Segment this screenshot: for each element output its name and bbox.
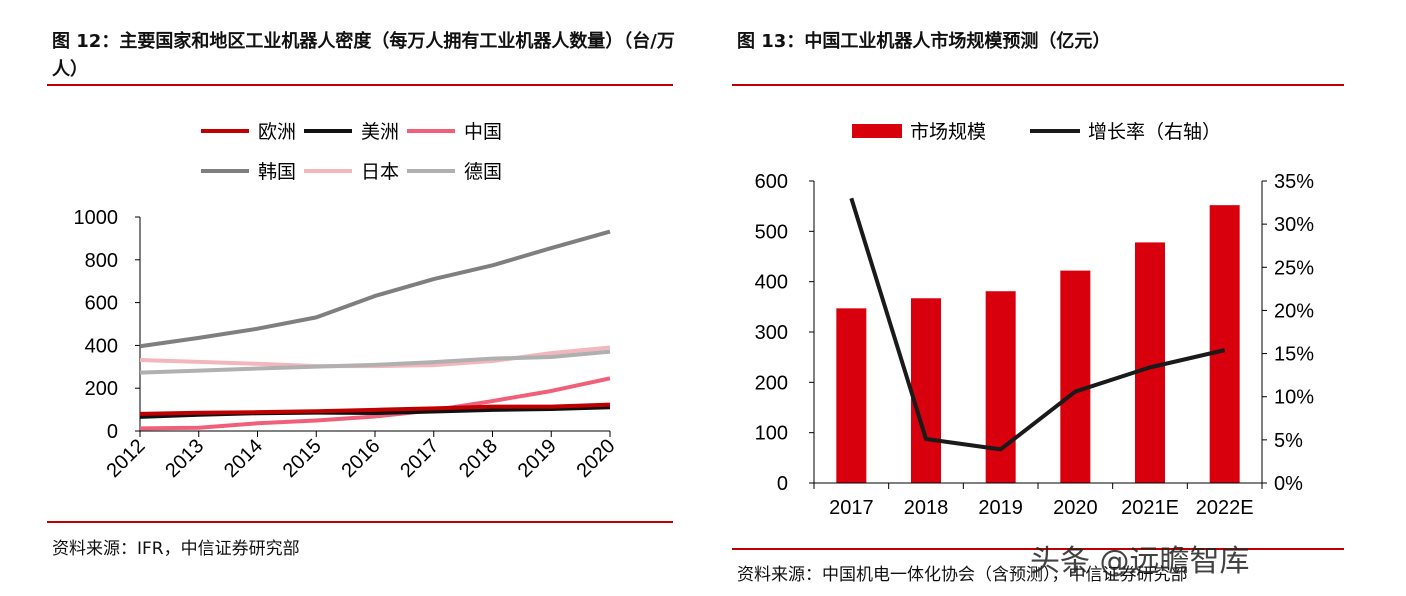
right-y-tick-label: 500 [755,221,788,243]
right-y-tick-label: 400 [755,272,788,294]
right-chart-title: 图 13：中国工业机器人市场规模预测（亿元） [737,31,1111,52]
left-x-tick-label: 2018 [455,435,502,482]
left-y-tick-label: 200 [85,378,118,400]
left-y-tick-label: 600 [85,293,118,315]
watermark: 头条 @远瞻智库 [1030,544,1250,579]
right-bar-2017 [836,308,867,483]
right-y2-tick-label: 15% [1274,344,1314,366]
left-series-line-欧洲 [139,402,611,416]
right-source: 资料来源：中国机电一体化协会（含预测），中信证券研究部 [737,565,1188,585]
right-x-tick-label: 2022E [1196,497,1254,519]
left-x-tick-label: 2013 [161,435,208,482]
left-x-tick-label: 2015 [279,435,326,482]
left-y-tick-label: 1000 [74,207,119,229]
left-y-tick-label: 400 [85,335,118,357]
right-x-tick-label: 2020 [1053,497,1098,519]
left-y-tick-label: 0 [107,421,118,443]
left-source: 资料来源：IFR，中信证券研究部 [52,539,300,559]
left-chart-title: 图 12：主要国家和地区工业机器人密度（每万人拥有工业机器人数量）（台/万人） [52,31,675,80]
right-x-tick-label: 2017 [829,497,874,519]
right-y-tick-label: 100 [755,423,788,445]
right-x-tick-label: 2021E [1121,497,1179,519]
right-bar-2022E [1209,205,1240,483]
right-x-tick-label: 2019 [978,497,1023,519]
right-growth-line [849,197,1226,452]
right-legend-swatch-bar [852,124,902,138]
right-title-rule [732,84,1344,86]
right-y2-tick-label: 25% [1274,257,1314,279]
left-series-line-韩国 [139,229,611,349]
right-legend-label: 增长率（右轴） [1088,121,1221,143]
left-x-tick-label: 2020 [573,435,620,482]
left-x-tick-label: 2017 [396,435,443,482]
right-bar-2021E [1135,242,1165,483]
left-legend-label: 欧洲 [258,121,296,143]
left-legend-label: 德国 [464,161,502,183]
left-legend-label: 韩国 [258,161,296,183]
right-y-tick-label: 600 [755,171,788,193]
right-bar-2018 [911,298,941,483]
left-legend-label: 美洲 [361,121,399,143]
right-y-tick-label: 200 [755,372,788,394]
right-legend-label: 市场规模 [910,121,986,143]
left-legend-label: 日本 [361,161,399,183]
right-y2-tick-label: 0% [1274,473,1303,495]
left-x-tick-label: 2019 [514,435,561,482]
left-source-rule [47,521,673,523]
right-y2-tick-label: 10% [1274,387,1314,409]
left-x-tick-label: 2014 [220,435,267,482]
right-source-rule [732,548,1344,550]
right-y-tick-label: 300 [755,322,788,344]
right-y-tick-label: 0 [777,473,788,495]
right-y2-tick-label: 30% [1274,214,1314,236]
right-y2-tick-label: 20% [1274,300,1314,322]
left-x-tick-label: 2016 [338,435,385,482]
right-y2-tick-label: 35% [1274,171,1314,193]
right-bar-2020 [1060,270,1091,483]
left-title-rule [47,84,673,86]
right-bar-2019 [985,291,1016,483]
left-series-line-中国 [139,376,611,431]
left-y-tick-label: 800 [85,250,118,272]
right-y2-tick-label: 5% [1274,430,1303,452]
right-x-tick-label: 2018 [904,497,949,519]
left-series-line-德国 [139,349,611,375]
left-legend-label: 中国 [464,121,502,143]
